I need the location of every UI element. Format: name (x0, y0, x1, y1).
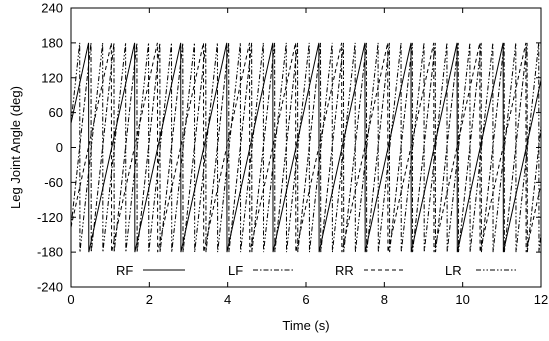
y-tick-label: -240 (37, 280, 63, 295)
y-tick-label: -60 (44, 175, 63, 190)
legend: RF LF RR LR (116, 263, 518, 278)
axis-ticks: 0 2 4 6 8 10 12 -240 -180 -120 -60 0 60 120 180 240 (37, 1, 548, 308)
y-tick-label: 0 (56, 140, 63, 155)
x-tick-label: 2 (146, 292, 153, 307)
y-tick-label: -120 (37, 210, 63, 225)
x-axis-label: Time (s) (282, 318, 329, 333)
legend-label-lf: LF (228, 263, 243, 278)
legend-label-rf: RF (116, 263, 133, 278)
x-tick-label: 4 (224, 292, 231, 307)
y-tick-label: 240 (41, 1, 63, 16)
plot-frame (70, 7, 542, 288)
x-tick-label: 8 (381, 292, 388, 307)
series-line-rr (70, 42, 542, 253)
series-line-lr (70, 42, 542, 253)
y-tick-label: -180 (37, 245, 63, 260)
x-tick-label: 0 (67, 292, 74, 307)
y-tick-label: 180 (41, 35, 63, 50)
plot-lines (70, 42, 542, 253)
legend-label-lr: LR (445, 263, 462, 278)
x-tick-label: 12 (534, 292, 548, 307)
x-tick-label: 10 (455, 292, 469, 307)
y-tick-label: 60 (49, 105, 63, 120)
y-tick-label: 120 (41, 70, 63, 85)
x-tick-label: 6 (302, 292, 309, 307)
y-axis-label: Leg Joint Angle (deg) (8, 86, 23, 209)
legend-label-rr: RR (335, 263, 354, 278)
